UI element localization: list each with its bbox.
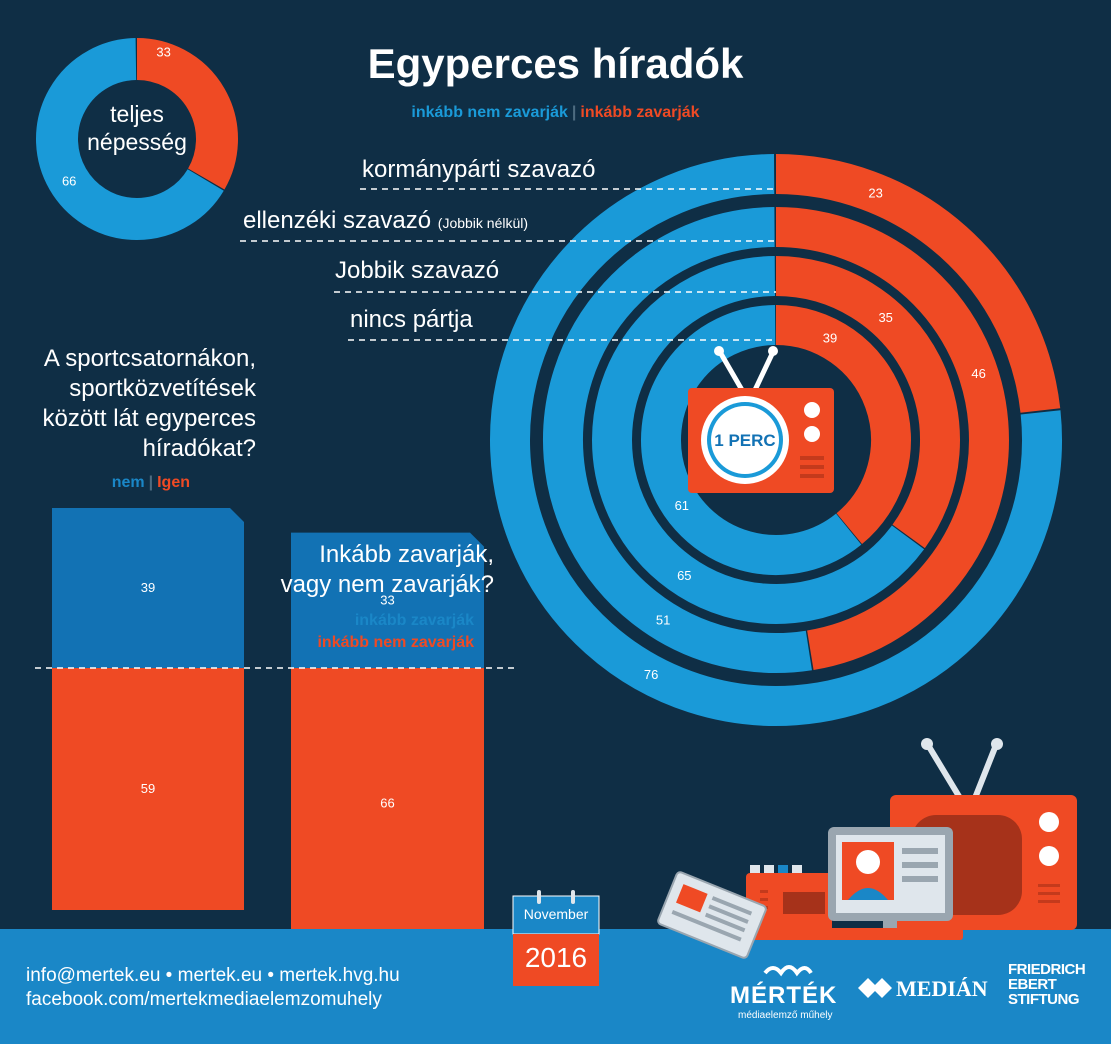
median-logo-mark: [858, 978, 892, 998]
population-value-bothered: 33: [156, 45, 170, 60]
ring-2-slice-bothered: [775, 207, 1009, 670]
mertek-logo: MÉRTÉK: [730, 982, 838, 1009]
ring-4-slice-bothered: [775, 305, 911, 545]
ring-1-slice-not-bothered: [490, 154, 1062, 726]
ring-3-value-not-bothered: 65: [677, 568, 691, 583]
fes-logo-line1: FRIEDRICH: [1008, 961, 1086, 978]
bar-1-segment-bottom: [52, 668, 244, 910]
ring-label-2: ellenzéki szavazó (Jobbik nélkül): [243, 207, 528, 235]
legend-separator: |: [571, 104, 577, 121]
ring-label-3: Jobbik szavazó: [335, 257, 499, 285]
population-slice-not-bothered: [36, 38, 224, 240]
population-label-line1: teljes: [110, 101, 164, 127]
ring-1-value-not-bothered: 76: [644, 667, 658, 682]
page-title: Egyperces híradók: [367, 40, 744, 87]
fes-logo: FRIEDRICH EBERT STIFTUNG: [1008, 961, 1086, 1008]
calendar-year: 2016: [524, 942, 588, 973]
ring-2-value-not-bothered: 51: [656, 613, 670, 628]
bar-2-segment-bottom: [291, 668, 484, 939]
ring-4-slice-not-bothered: [641, 305, 862, 575]
ring-label-1-text: kormánypárti szavazó: [362, 156, 596, 183]
legend-bothered: inkább zavarják: [580, 104, 700, 121]
bother-legend: inkább zavarják inkább nem zavarják: [260, 610, 474, 654]
ring-2-value-bothered: 46: [971, 366, 985, 381]
ring-label-1: kormánypárti szavazó: [362, 156, 595, 184]
bother-legend-bothered: inkább zavarják: [354, 612, 474, 629]
bother-question-line1: Inkább zavarják,: [319, 541, 494, 568]
media-illustration: [657, 738, 1077, 959]
mertek-logo-sub: médiaelemző műhely: [738, 1010, 833, 1021]
ring-label-4-text: nincs pártja: [350, 306, 473, 333]
voter-rings: 23 76 46 51 35 65 39 61: [490, 154, 1062, 726]
ring-1-slice-bothered: [775, 154, 1061, 413]
sports-question-line3: között lát egyperces: [42, 405, 256, 432]
ring-label-3-text: Jobbik szavazó: [335, 257, 500, 284]
ring-3-slice-not-bothered: [592, 256, 925, 624]
bar-2-value-top: 33: [380, 592, 394, 607]
sports-question: A sportcsatornákon, sportközvetítések kö…: [20, 344, 256, 464]
population-value-not-bothered: 66: [62, 173, 76, 188]
population-label-line2: népesség: [87, 129, 187, 155]
ring-label-4: nincs pártja: [350, 306, 473, 334]
fes-logo-line2: EBERT: [1008, 976, 1057, 993]
bother-question-line2: vagy nem zavarják?: [280, 571, 494, 598]
sports-legend-yes: Igen: [157, 474, 190, 491]
ring-4-value-bothered: 39: [823, 331, 837, 346]
bar-1-value-bottom: 59: [141, 781, 155, 796]
bar-2-value-bottom: 66: [380, 795, 394, 810]
bar-2-segment-top: [291, 532, 484, 668]
legend-not-bothered: inkább nem zavarják: [411, 104, 568, 121]
footer-facebook-link[interactable]: facebook.com/mertekmediaelemzomuhely: [26, 989, 382, 1010]
ring-4-value-not-bothered: 61: [675, 498, 689, 513]
ring-label-2-note: (Jobbik nélkül): [437, 215, 529, 231]
tv-badge-text: 1 PERC: [714, 431, 775, 450]
sports-legend-separator: |: [148, 474, 154, 491]
sports-legend: nem | Igen: [20, 474, 190, 492]
fes-logo-line3: STIFTUNG: [1008, 991, 1080, 1008]
ring-3-value-bothered: 35: [878, 310, 892, 325]
ring-1-value-bothered: 23: [868, 185, 882, 200]
stacked-bars: 39 59 33 66: [52, 508, 484, 939]
sports-question-line1: A sportcsatornákon,: [43, 345, 256, 372]
ring-2-slice-not-bothered: [543, 207, 812, 673]
ring-leader-lines: [240, 188, 776, 341]
population-slice-bothered: [136, 38, 238, 190]
footer-contacts: info@mertek.eu • mertek.eu • mertek.hvg.…: [26, 964, 400, 1012]
mertek-logo-mark: [763, 965, 813, 977]
ring-3-slice-bothered: [775, 256, 960, 549]
ring-label-2-text: ellenzéki szavazó: [243, 207, 432, 234]
population-donut: 33 66: [36, 38, 238, 240]
calendar-icon: [512, 890, 600, 986]
bar-1-segment-top: [52, 508, 244, 668]
footer-contact-links[interactable]: info@mertek.eu • mertek.eu • mertek.hvg.…: [26, 965, 400, 986]
top-legend: inkább nem zavarják | inkább zavarják: [0, 104, 1111, 122]
median-logo: MEDIÁN: [896, 976, 988, 1001]
calendar-month: November: [523, 906, 589, 922]
bar-1-value-top: 39: [141, 580, 155, 595]
sports-legend-no: nem: [111, 474, 145, 491]
sports-question-line4: híradókat?: [142, 435, 256, 462]
population-label: teljes népesség: [82, 100, 192, 156]
bother-legend-not-bothered: inkább nem zavarják: [317, 634, 474, 651]
sports-question-line2: sportközvetítések: [69, 375, 256, 402]
bother-question: Inkább zavarják, vagy nem zavarják?: [260, 540, 494, 600]
tv-icon: [688, 346, 834, 493]
